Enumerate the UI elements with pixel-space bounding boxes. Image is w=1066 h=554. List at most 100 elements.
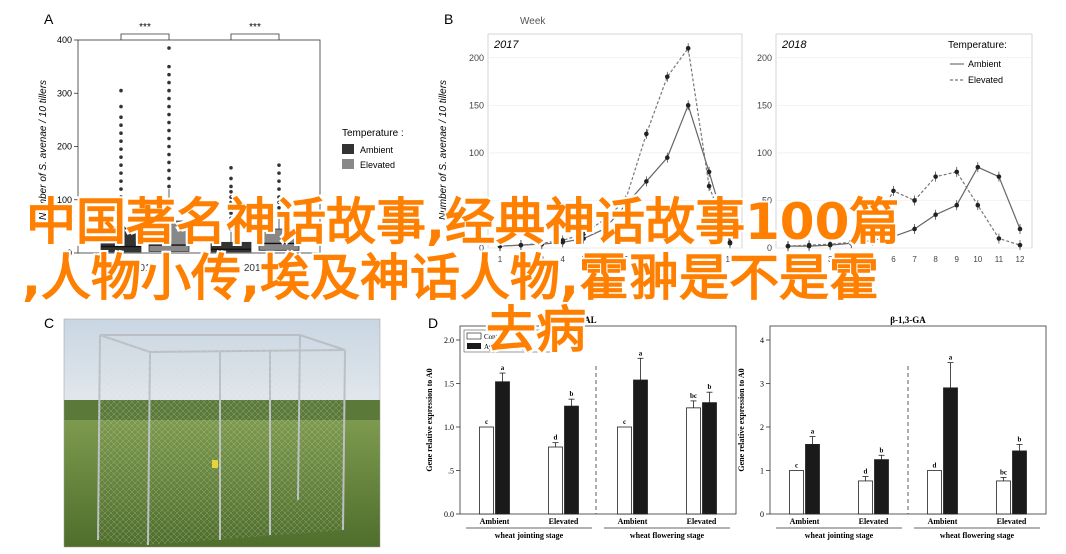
b-point-elevated [975,202,981,208]
a-outlier-point [229,184,233,189]
b-point-ambient [933,212,938,218]
b-point-elevated [848,239,854,245]
b-xtick-label: 5 [581,255,586,264]
b-point-ambient [975,164,981,170]
b-series-line-ambient [499,103,731,247]
a-outlier-point [167,80,171,85]
b-point-elevated [891,188,896,194]
a-outlier-point [229,211,233,215]
b-point-elevated [539,240,545,246]
b-point-elevated [996,236,1002,241]
a-sig-bracket [230,33,280,40]
a-outlier-point [119,88,123,93]
a-outlier-point [277,200,281,205]
b-point-elevated [785,243,791,249]
b-ytick-label: 200 [469,53,484,63]
b-xtick-label: 11 [995,255,1004,264]
legend-label-ambient: Ambient [360,145,394,155]
ga-bar-aphid [943,387,958,515]
b-xtick-label: 2 [519,255,524,264]
ga-bar-aphid [805,443,820,515]
b-series-line-elevated [787,171,1021,247]
a-outlier-point [277,205,281,210]
b-xtick-label: 12 [726,255,735,264]
ga-ytick-label: 4 [760,336,764,345]
pal-bar-aphid [564,405,579,515]
b-ytick-label: 100 [757,148,772,158]
panel-b-ylabel: Number of S. avenae / 10 tillers [438,80,449,220]
a-outlier-point [229,200,233,205]
ga-bar-control [789,470,804,515]
a-outlier-point [119,104,123,109]
pal-ytick-label: .5 [448,467,454,476]
b-point-ambient [664,155,670,160]
pal-bar-aphid [495,381,510,515]
b-point-ambient [891,234,896,239]
pal-letter: c [623,418,626,426]
pal-group-label: Ambient [480,517,510,526]
b-point-ambient [644,179,649,184]
b-xtick-label: 7 [912,255,917,264]
a-sig-label: *** [139,22,151,33]
a-outlier-point [167,160,171,165]
ga-letter: c [795,462,798,470]
b-xtick-label: 3 [540,255,545,264]
ga-letter: b [1018,435,1022,443]
pal-ytick-label: 1.5 [444,380,454,389]
ga-letter: d [864,468,868,476]
pal-ytick-label: 2.0 [444,336,454,345]
a-outlier-point [119,187,123,191]
b-point-elevated [602,217,607,222]
a-outlier-point [119,179,123,183]
a-outlier-point [119,147,123,151]
panel-b-lineplot: Number of S. avenae / 10 tillers 2017 20… [438,16,1033,264]
a-outlier-point [119,131,123,135]
a-outlier-point [119,195,123,199]
pal-letter: bc [690,392,697,400]
a-outlier-point [167,64,171,69]
ga-letter: d [933,462,937,470]
a-outlier-point [167,88,171,93]
a-box-elevated [258,228,300,251]
a-xtick-label: 2018 [244,263,267,274]
b-point-elevated [644,131,649,137]
ga-ytick-label: 2 [760,423,764,432]
a-outlier-point [277,187,281,191]
b-point-ambient [685,103,691,108]
a-box-ambient [210,241,252,253]
a-outlier-point [229,176,233,181]
ga-bar-control [858,480,873,515]
a-outlier-point [229,166,233,170]
pal-title: PAL [579,315,596,325]
b-point-elevated [1017,242,1023,248]
b-xtick-label: 6 [602,255,607,264]
legend-swatch-control [466,332,482,340]
panel-a-boxplot: Number of S. avenae / 10 tillers 0 100 200… [38,22,404,274]
a-ytick-label: 200 [57,142,72,152]
b-point-elevated [806,242,812,248]
b-ytick-label: 150 [469,100,484,110]
photo-yellow-trap [212,460,218,468]
a-ytick-label: 0 [67,248,72,258]
b-point-ambient [912,226,917,232]
a-box-ambient [100,225,142,253]
legend-label-control: Control [484,333,505,341]
a-xtick-label: 2017 [134,263,157,274]
legend-label-aphid: Aphid Feeding [484,343,526,351]
pal-letter: c [485,418,488,426]
ga-ylabel: Gene relative expression to A0 [737,368,746,471]
a-box-elevated [148,220,190,252]
pal-legend-box [463,329,555,353]
a-outlier-point [167,168,171,173]
b-point-elevated [560,238,566,243]
b-xtick-label: 10 [973,255,982,264]
a-outlier-point [119,123,123,127]
a-outlier-point [167,184,171,189]
a-outlier-point [167,112,171,117]
b-series-line-elevated [499,46,731,247]
a-outlier-point [167,46,171,50]
ga-bar-control [996,480,1011,515]
pal-letter: b [708,383,712,391]
field-cage-photo [63,318,381,548]
b-xtick-label: 7 [623,255,628,264]
